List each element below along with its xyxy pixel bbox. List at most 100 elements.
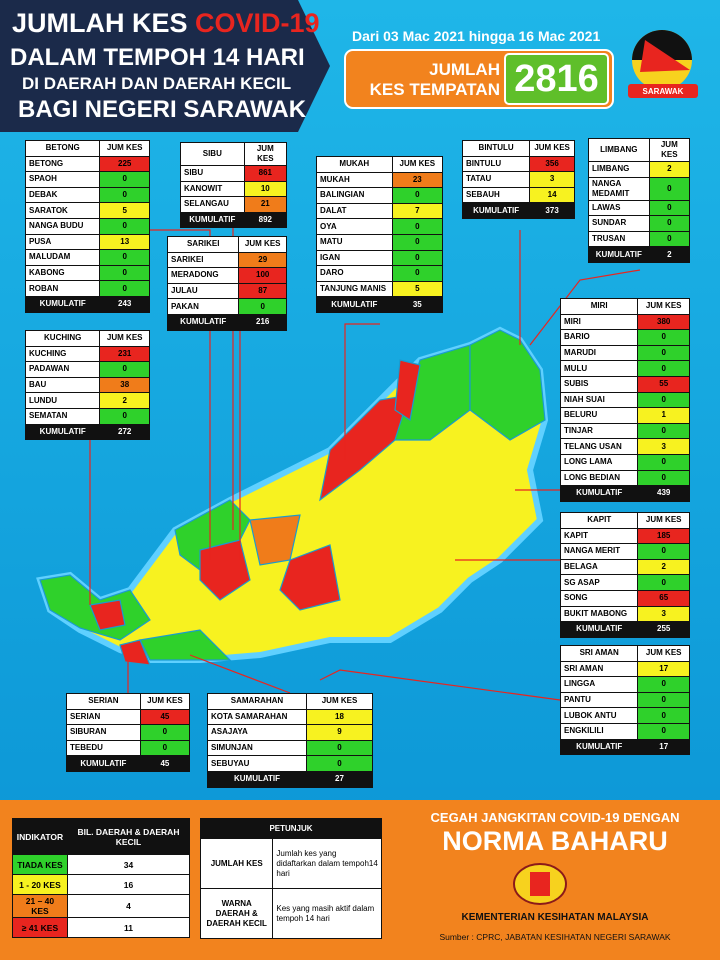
date-range: Dari 03 Mac 2021 hingga 16 Mac 2021 [352,28,601,44]
division-name: BINTULU [461,140,531,157]
district-name: MATU [316,233,393,251]
case-count: 0 [637,574,690,591]
district-name: SRI AMAN [559,660,639,678]
legend-heading: INDIKATOR [12,818,68,855]
district-row: SEBAUH 14 [461,186,575,204]
legend-table: INDIKATOR BIL. DAERAH & DAERAH KECIL TIADA… [12,818,191,938]
district-name: BUKIT MABONG [559,605,639,623]
case-count: 0 [637,722,690,740]
case-count: 10 [243,180,288,198]
total-value-box [504,53,609,105]
case-count: 0 [391,265,444,282]
district-row: NIAH SUAI 0 [559,391,690,409]
case-count: 185 [637,527,690,545]
division-name: SERIAN [66,693,141,710]
district-name: SELANGAU [180,196,245,213]
district-name: LINGGA [559,676,639,693]
total-row: KUMULATIF 255 [559,621,690,638]
guide-row: WARNA DAERAH & DAERAH KECIL Kes yang masi… [199,888,382,939]
case-count: 0 [99,217,150,235]
district-name: SG ASAP [559,574,639,591]
total-value: 243 [99,295,150,313]
division-name: KAPIT [559,512,639,529]
total-value: 2 [648,246,691,263]
district-row: SIBU 861 [180,165,288,182]
case-count: 2 [637,558,690,576]
column-label: JUM KES [99,140,150,157]
total-value: 2816 [514,58,599,100]
district-row: TEBEDU 0 [66,739,191,757]
district-name: MIRI [559,313,639,331]
district-name: KANOWIT [180,180,245,198]
district-row: PADAWAN 0 [24,361,150,378]
district-name: SARIKEI [166,251,240,269]
title-b: COVID-19 [195,8,320,38]
total-label: KUMULATIF [316,296,393,313]
case-count: 3 [637,605,690,623]
district-row: DEBAK 0 [24,186,150,204]
division-name: MUKAH [316,156,393,173]
total-label: KUMULATIF [461,202,531,219]
case-count: 0 [648,215,691,232]
table-header: SARIKEI JUM KES [166,236,287,253]
district-name: MUKAH [316,171,393,189]
case-count: 45 [139,708,191,726]
total-row: KUMULATIF 17 [559,738,690,756]
legend-label: 1 - 20 KES [12,874,68,895]
district-row: LONG LAMA 0 [559,453,690,471]
total-value: 892 [243,211,288,229]
district-name: NANGA BUDU [24,217,101,235]
district-row: LIMBANG 2 [588,161,691,178]
district-row: SARATOK 5 [24,202,150,219]
title-a: JUMLAH KES [12,8,188,38]
district-name: DARO [316,265,393,282]
district-row: TANJUNG MANIS 5 [316,280,444,298]
table-header: SAMARAHAN JUM KES [207,693,373,710]
column-label: JUM KES [238,236,287,253]
district-row: ROBAN 0 [24,280,150,297]
division-table: SAMARAHAN JUM KES KOTA SAMARAHAN 18 ASAJAYA 9… [207,693,373,788]
district-name: BELAGA [559,558,639,576]
district-row: MARUDI 0 [559,344,690,362]
district-name: LONG LAMA [559,453,639,471]
legend-header: INDIKATOR BIL. DAERAH & DAERAH KECIL [12,818,191,855]
district-row: BELAGA 2 [559,558,690,576]
district-name: SUNDAR [588,215,650,232]
table-header: SIBU JUM KES [180,142,288,166]
district-name: NANGA MERIT [559,543,639,560]
column-label: JUM KES [243,142,288,166]
district-row: PAKAN 0 [166,298,287,315]
legend-heading: BIL. DAERAH & DAERAH KECIL [66,818,191,855]
district-name: MERADONG [166,267,240,284]
district-row: SRI AMAN 17 [559,660,690,678]
district-name: PAKAN [166,298,240,315]
case-count: 861 [243,165,288,182]
district-row: SEMATAN 0 [24,407,150,425]
district-row: MERADONG 100 [166,267,287,284]
legend-row: ≥ 41 KES 11 [12,917,191,938]
division-name: SIBU [180,142,245,166]
total-row: KUMULATIF 243 [24,295,150,313]
case-count: 0 [99,171,150,188]
total-label: KUMULATIF [24,423,101,441]
total-label: KUMULATIF [559,485,639,502]
logo-ribbon [628,84,698,98]
case-count: 55 [637,375,690,393]
district-name: MARUDI [559,344,639,362]
division-name: LIMBANG [588,138,650,162]
case-count: 3 [637,438,690,455]
district-name: TELANG USAN [559,438,639,455]
guide-desc: Jumlah kes yang didaftarkan dalam tempoh… [272,838,382,889]
division-name: BETONG [24,140,101,157]
total-value: 373 [529,202,575,219]
total-value: 272 [99,423,150,441]
ministry-crest [513,863,567,905]
district-name: SIBU [180,165,245,182]
division-table: MUKAH JUM KES MUKAH 23 BALINGIAN 0 DALAT 7 OYA 0 M… [316,156,444,313]
case-count: 356 [529,155,575,173]
case-count: 0 [637,391,690,409]
case-count: 0 [637,453,690,471]
case-count: 0 [391,187,444,204]
total-row: KUMULATIF 27 [207,770,373,788]
legend-count: 16 [66,874,191,895]
